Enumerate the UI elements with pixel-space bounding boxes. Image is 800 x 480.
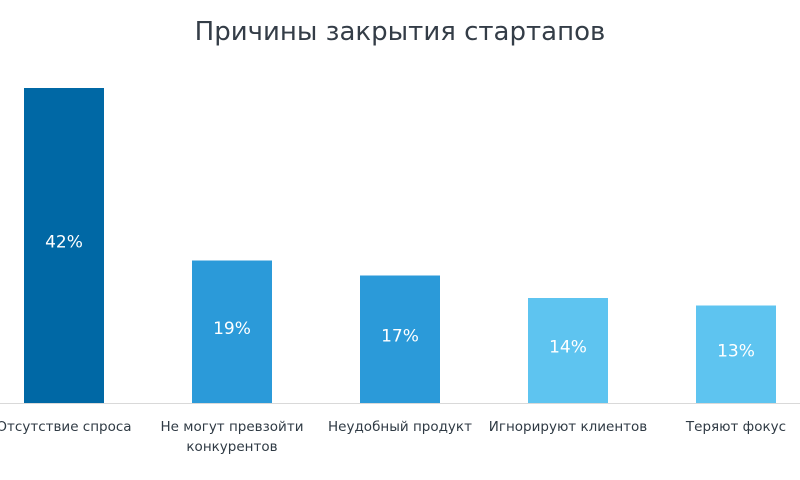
value-label: 19%: [213, 319, 251, 339]
bar: [192, 260, 272, 403]
value-label: 42%: [45, 233, 83, 253]
bar: [528, 298, 608, 403]
bar: [360, 275, 440, 403]
bar: [696, 305, 776, 403]
x-tick-label: Отсутствие спроса: [0, 419, 132, 435]
bar: [24, 88, 104, 403]
chart-title: Причины закрытия стартапов: [195, 17, 606, 47]
x-tick-label: Неудобный продукт: [328, 419, 472, 435]
x-tick-label: Не могут превзойти конкурентов: [160, 419, 304, 455]
value-label: 14%: [549, 338, 587, 358]
x-tick-label: Игнорируют клиентов: [488, 419, 648, 435]
value-label: 17%: [381, 326, 419, 346]
value-label: 13%: [717, 341, 755, 361]
x-tick-label: Теряют фокус: [685, 419, 787, 435]
